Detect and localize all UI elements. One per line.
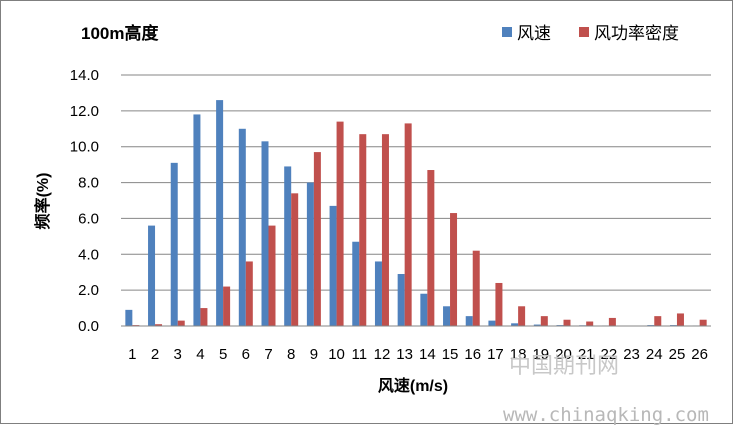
chart-title: 100m高度: [81, 23, 159, 43]
bar-power-density: [654, 316, 662, 326]
bar-wind-speed: [443, 306, 451, 326]
bar-wind-speed: [193, 114, 201, 326]
y-tick-label: 8.0: [78, 175, 99, 192]
x-tick-labels: 1 2 3 4 5 6 7 8 9 10 11 12 13 14 15 16 17 18 19 20 21 22 23 24 2…: [128, 346, 708, 363]
legend-swatch-power-density: [579, 27, 589, 37]
bar-wind-speed: [125, 309, 133, 326]
bar-wind-speed: [329, 205, 337, 326]
x-tick-label: 24: [646, 346, 663, 363]
y-axis-label: 频率(%): [33, 173, 52, 230]
x-tick-label: 2: [151, 346, 159, 363]
x-tick-label: 11: [351, 346, 367, 363]
bar-power-density: [200, 308, 208, 326]
bar-wind-speed: [511, 323, 519, 326]
bar-power-density: [404, 123, 412, 327]
y-tick-label: 6.0: [78, 210, 99, 227]
x-axis-label: 风速(m/s): [378, 377, 448, 395]
bar-wind-speed: [374, 261, 382, 326]
bar-wind-speed: [238, 128, 246, 326]
bar-power-density: [608, 317, 616, 326]
x-tick-label: 10: [328, 346, 345, 363]
x-tick-label: 13: [396, 346, 413, 363]
x-tick-label: 3: [174, 346, 182, 363]
bar-wind-speed: [284, 166, 292, 326]
x-tick-label: 20: [555, 346, 572, 363]
bar-power-density: [177, 320, 185, 326]
bar-power-density: [336, 121, 344, 326]
y-tick-label: 0.0: [78, 318, 99, 335]
x-tick-label: 19: [532, 346, 549, 363]
bar-power-density: [676, 313, 684, 326]
x-tick-label: 21: [578, 346, 595, 363]
x-tick-label: 9: [310, 346, 318, 363]
x-tick-label: 4: [196, 346, 204, 363]
x-tick-label: 6: [242, 346, 250, 363]
watermark-cn: 中国期刊网: [509, 353, 619, 378]
x-tick-label: 12: [374, 346, 391, 363]
legend-swatch-wind-speed: [502, 27, 512, 37]
bar-power-density: [472, 250, 480, 326]
bar-wind-speed: [533, 324, 541, 326]
bar-wind-speed: [420, 293, 428, 326]
bar-power-density: [495, 282, 503, 326]
gridlines: [121, 74, 711, 291]
bar-power-density: [223, 286, 231, 326]
y-tick-label: 14.0: [70, 67, 99, 84]
bar-power-density: [699, 319, 707, 326]
bars: [125, 100, 707, 327]
bar-power-density: [540, 316, 548, 326]
x-tick-label: 17: [487, 346, 504, 363]
bar-wind-speed: [306, 182, 314, 326]
bar-wind-speed: [465, 316, 473, 326]
bar-wind-speed: [397, 274, 405, 326]
bar-power-density: [291, 193, 299, 326]
x-tick-label: 14: [419, 346, 436, 363]
bar-wind-speed: [261, 141, 269, 326]
x-tick-label: 26: [691, 346, 708, 363]
bar-power-density: [518, 306, 526, 326]
bar-wind-speed: [216, 100, 224, 326]
bar-power-density: [268, 225, 276, 326]
y-tick-labels: 0.0 2.0 4.0 6.0 8.0 10.0 12.0 14.0: [70, 67, 99, 335]
legend-label-power-density: 风功率密度: [594, 24, 679, 43]
bar-power-density: [450, 213, 458, 326]
bar-power-density: [155, 324, 163, 326]
bar-wind-speed: [170, 162, 178, 326]
x-tick-label: 1: [128, 346, 136, 363]
x-tick-label: 25: [669, 346, 686, 363]
x-tick-label: 18: [510, 346, 527, 363]
bar-power-density: [245, 261, 253, 326]
bar-wind-speed: [148, 225, 156, 326]
y-tick-label: 12.0: [70, 103, 99, 120]
bar-power-density: [381, 134, 389, 326]
watermark-url: www.chinaqking.com: [503, 404, 709, 425]
x-tick-label: 5: [219, 346, 227, 363]
x-tick-label: 23: [623, 346, 640, 363]
x-tick-label: 16: [464, 346, 481, 363]
bar-power-density: [563, 319, 571, 326]
legend: 风速 风功率密度: [502, 24, 679, 43]
x-tick-label: 8: [287, 346, 295, 363]
bar-power-density: [427, 170, 435, 326]
y-tick-label: 10.0: [70, 139, 99, 156]
legend-label-wind-speed: 风速: [517, 24, 551, 43]
y-tick-label: 4.0: [78, 246, 99, 263]
x-tick-label: 15: [442, 346, 459, 363]
bar-power-density: [359, 134, 367, 326]
x-tick-label: 22: [601, 346, 618, 363]
bar-power-density: [313, 152, 321, 326]
y-tick-label: 2.0: [78, 282, 99, 299]
bar-wind-speed: [488, 320, 496, 326]
bar-wind-speed: [352, 241, 360, 326]
bar-power-density: [586, 321, 594, 326]
x-tick-label: 7: [264, 346, 272, 363]
